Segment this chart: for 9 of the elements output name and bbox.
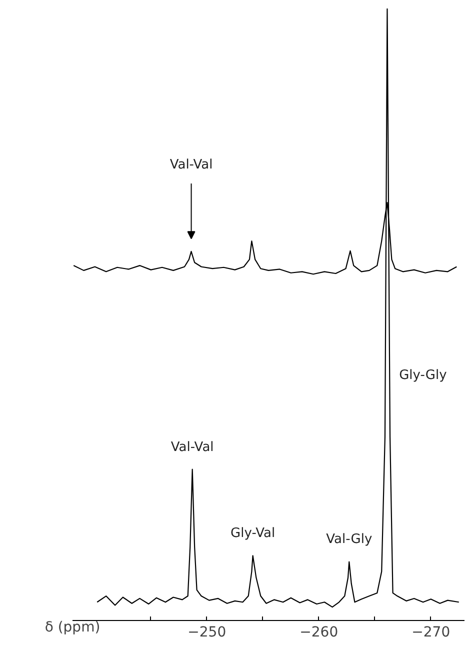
annotation: Gly-Val [230,526,276,542]
x-tick-label: −260 [300,624,338,640]
x-tick-label: −250 [188,624,226,640]
annotation: Gly-Gly [399,368,448,384]
annotation: Val-Val [170,158,213,173]
x-axis-title: δ (ppm) [44,620,100,636]
x-tick-label: −270 [412,624,450,640]
annotation: Val-Val [170,440,214,455]
annotation: Val-Gly [326,532,372,548]
